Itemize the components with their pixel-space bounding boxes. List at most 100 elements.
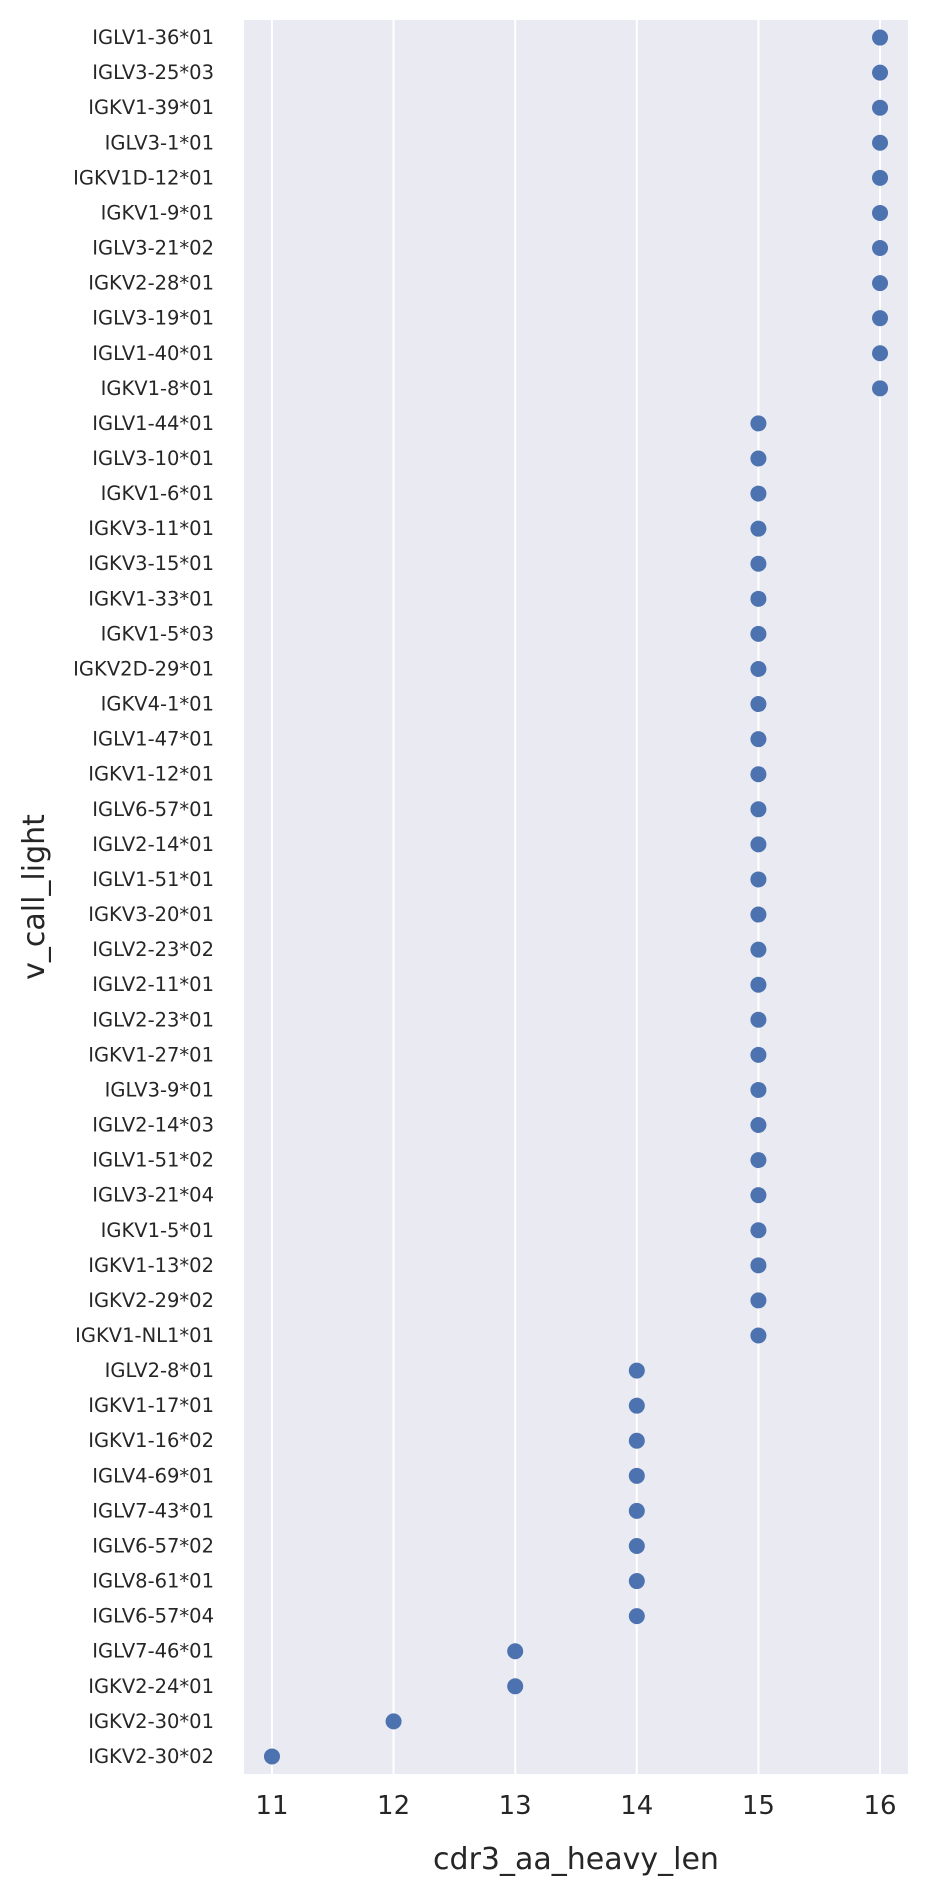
y-tick-label: IGKV1-17*01 bbox=[88, 1394, 214, 1417]
data-point bbox=[750, 1187, 767, 1204]
data-point bbox=[750, 1292, 767, 1309]
y-tick-label: IGLV1-36*01 bbox=[92, 26, 214, 49]
data-point bbox=[628, 1502, 645, 1519]
y-tick-label: IGKV1-6*01 bbox=[101, 482, 214, 505]
data-point bbox=[507, 1678, 524, 1695]
data-point bbox=[872, 99, 889, 116]
data-point bbox=[628, 1397, 645, 1414]
data-point bbox=[750, 1257, 767, 1274]
data-point bbox=[750, 976, 767, 993]
y-tick-label: IGLV1-51*01 bbox=[92, 868, 214, 891]
y-tick-label: IGKV2-30*01 bbox=[88, 1710, 214, 1733]
data-point bbox=[872, 310, 889, 327]
data-point bbox=[872, 169, 889, 186]
y-tick-label: IGLV2-14*03 bbox=[92, 1114, 214, 1137]
y-tick-label: IGKV2-29*02 bbox=[88, 1289, 214, 1312]
x-axis-label: cdr3_aa_heavy_len bbox=[433, 1842, 719, 1877]
data-point bbox=[872, 345, 889, 362]
data-point bbox=[872, 134, 889, 151]
y-tick-label: IGLV2-23*02 bbox=[92, 938, 214, 961]
data-point bbox=[750, 625, 767, 642]
y-tick-label: IGLV3-9*01 bbox=[105, 1078, 214, 1101]
y-tick-label: IGLV1-51*02 bbox=[92, 1149, 214, 1172]
plot-area bbox=[244, 20, 908, 1774]
data-points bbox=[263, 29, 889, 1765]
data-point bbox=[750, 555, 767, 572]
data-point bbox=[750, 520, 767, 537]
y-tick-label: IGKV2-24*01 bbox=[88, 1675, 214, 1698]
data-point bbox=[263, 1748, 280, 1765]
y-tick-label: IGLV2-14*01 bbox=[92, 833, 214, 856]
y-tick-label: IGKV1-5*01 bbox=[101, 1219, 214, 1242]
data-point bbox=[872, 64, 889, 81]
y-tick-label: IGKV1-8*01 bbox=[101, 377, 214, 400]
y-tick-label: IGLV3-1*01 bbox=[105, 131, 214, 154]
y-tick-label: IGLV1-40*01 bbox=[92, 342, 214, 365]
data-point bbox=[750, 1222, 767, 1239]
y-tick-label: IGKV2-28*01 bbox=[88, 272, 214, 295]
y-tick-label: IGLV2-8*01 bbox=[105, 1359, 214, 1382]
data-point bbox=[750, 485, 767, 502]
y-tick-label: IGKV1-39*01 bbox=[88, 96, 214, 119]
y-tick-label: IGKV1-5*03 bbox=[101, 622, 214, 645]
y-tick-label: IGLV3-10*01 bbox=[92, 447, 214, 470]
y-tick-label: IGLV7-43*01 bbox=[92, 1499, 214, 1522]
data-point bbox=[628, 1467, 645, 1484]
data-point bbox=[750, 1327, 767, 1344]
data-point bbox=[750, 1117, 767, 1134]
data-point bbox=[750, 1152, 767, 1169]
data-point bbox=[750, 1081, 767, 1098]
y-tick-label: IGKV1-13*02 bbox=[88, 1254, 214, 1277]
y-tick-label: IGLV4-69*01 bbox=[92, 1464, 214, 1487]
data-point bbox=[750, 941, 767, 958]
y-axis-label: v_call_light bbox=[17, 814, 52, 980]
data-point bbox=[872, 380, 889, 397]
y-tick-label: IGKV3-11*01 bbox=[88, 517, 214, 540]
data-point bbox=[385, 1713, 402, 1730]
x-tick-label: 16 bbox=[863, 1791, 896, 1821]
y-tick-label: IGKV4-1*01 bbox=[101, 693, 214, 716]
y-tick-label: IGLV1-44*01 bbox=[92, 412, 214, 435]
data-point bbox=[750, 1046, 767, 1063]
y-tick-label: IGKV3-20*01 bbox=[88, 903, 214, 926]
data-point bbox=[750, 1011, 767, 1028]
y-tick-labels: IGLV1-36*01 IGLV3-25*03 IGKV1-39*01 IGLV3-1… bbox=[73, 26, 214, 1768]
y-tick-label: IGKV1-27*01 bbox=[88, 1043, 214, 1066]
data-point bbox=[628, 1432, 645, 1449]
y-tick-label: IGKV3-15*01 bbox=[88, 552, 214, 575]
y-tick-label: IGLV1-47*01 bbox=[92, 728, 214, 751]
y-tick-label: IGLV2-23*01 bbox=[92, 1008, 214, 1031]
data-point bbox=[750, 766, 767, 783]
y-tick-label: IGLV7-46*01 bbox=[92, 1640, 214, 1663]
y-tick-label: IGKV2D-29*01 bbox=[73, 657, 214, 680]
data-point bbox=[872, 29, 889, 46]
y-tick-label: IGLV6-57*04 bbox=[92, 1605, 214, 1628]
y-tick-label: IGKV1D-12*01 bbox=[73, 166, 214, 189]
data-point bbox=[750, 801, 767, 818]
data-point bbox=[750, 836, 767, 853]
y-tick-label: IGLV3-19*01 bbox=[92, 307, 214, 330]
data-point bbox=[872, 275, 889, 292]
data-point bbox=[750, 415, 767, 432]
data-point bbox=[628, 1573, 645, 1590]
data-point bbox=[628, 1537, 645, 1554]
data-point bbox=[507, 1643, 524, 1660]
data-point bbox=[750, 906, 767, 923]
y-tick-label: IGKV1-12*01 bbox=[88, 763, 214, 786]
data-point bbox=[628, 1608, 645, 1625]
y-tick-label: IGLV3-21*02 bbox=[92, 237, 214, 260]
y-tick-label: IGLV6-57*02 bbox=[92, 1534, 214, 1557]
x-tick-label: 13 bbox=[499, 1791, 532, 1821]
y-tick-label: IGKV1-NL1*01 bbox=[75, 1324, 214, 1347]
data-point bbox=[750, 731, 767, 748]
y-tick-label: IGLV8-61*01 bbox=[92, 1570, 214, 1593]
x-tick-label: 12 bbox=[377, 1791, 410, 1821]
y-tick-label: IGKV1-33*01 bbox=[88, 587, 214, 610]
y-tick-label: IGLV6-57*01 bbox=[92, 798, 214, 821]
data-point bbox=[750, 696, 767, 713]
y-tick-label: IGKV1-16*02 bbox=[88, 1429, 214, 1452]
data-point bbox=[628, 1362, 645, 1379]
data-point bbox=[750, 590, 767, 607]
data-point bbox=[750, 660, 767, 677]
